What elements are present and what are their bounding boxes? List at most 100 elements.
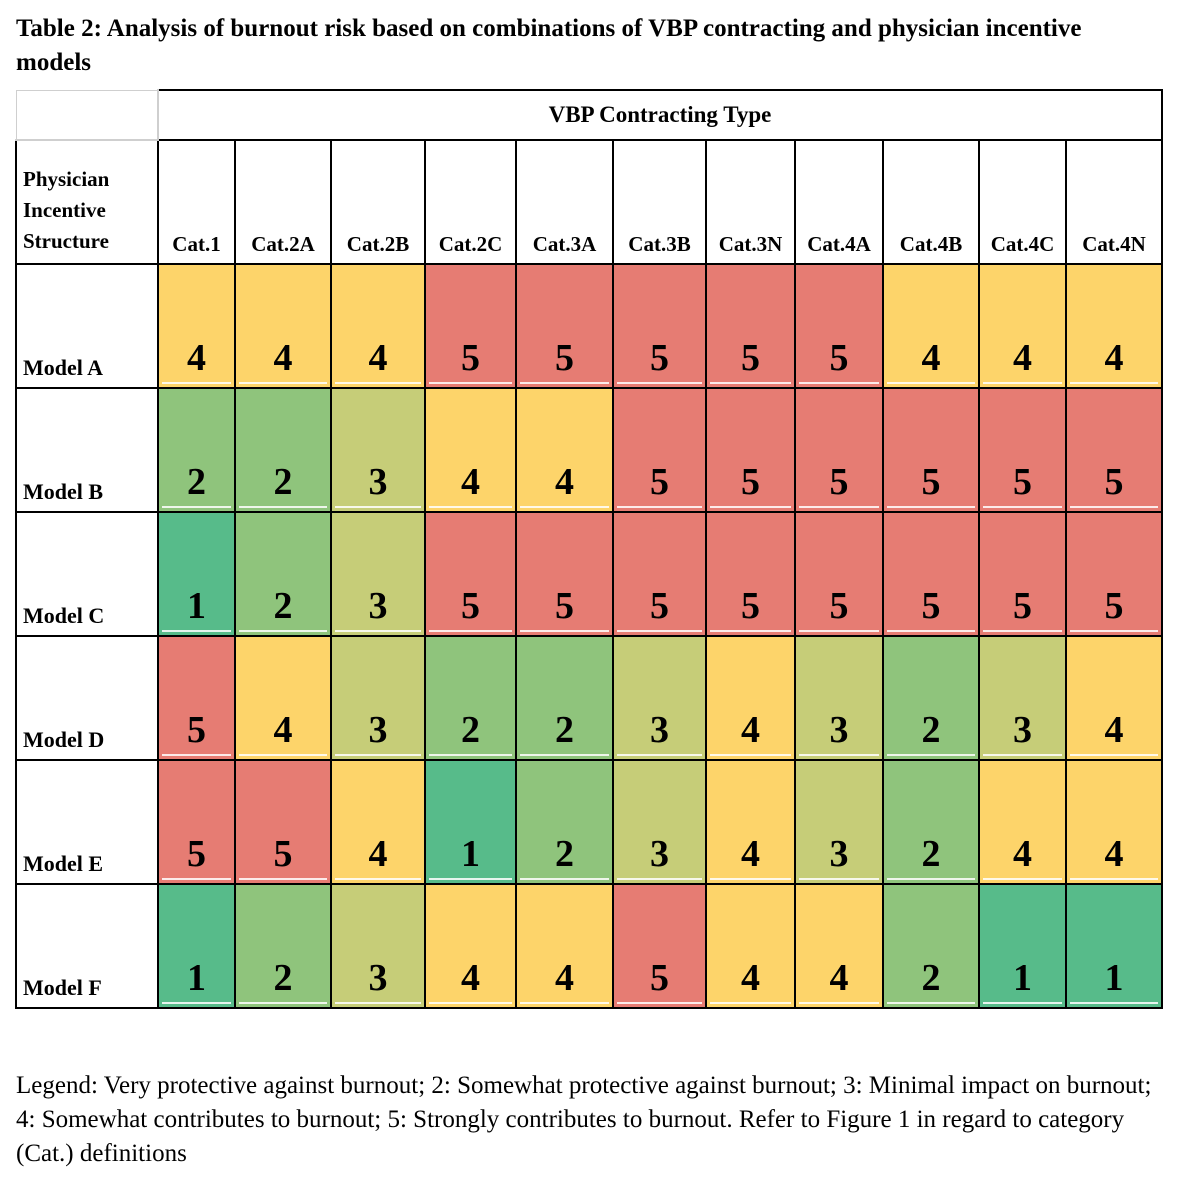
risk-score-value: 5 — [461, 337, 480, 379]
risk-score-value: 5 — [741, 461, 760, 503]
column-header: Cat.1 — [157, 139, 236, 265]
risk-score-cell: 5 — [612, 511, 707, 637]
risk-score-value: 3 — [368, 585, 388, 627]
column-header: Cat.4C — [978, 139, 1067, 265]
cell-underline — [983, 506, 1062, 508]
risk-score-cell: 4 — [157, 263, 236, 389]
cell-underline — [429, 754, 512, 756]
risk-score-value: 5 — [921, 585, 941, 627]
table-row: Model B 2 2 3 4 4 5 5 5 5 5 5 — [15, 387, 1163, 513]
risk-score-value: 5 — [555, 337, 574, 379]
risk-score-cell: 4 — [705, 759, 796, 885]
risk-score-cell: 4 — [882, 263, 980, 389]
cell-underline — [983, 630, 1062, 632]
cell-underline — [429, 506, 512, 508]
risk-score-value: 4 — [273, 709, 293, 751]
column-header-row: Physician Incentive Structure Cat.1 Cat.2… — [15, 139, 1163, 265]
risk-score-cell: 1 — [978, 883, 1067, 1009]
cell-underline — [1070, 1002, 1158, 1004]
cell-underline — [162, 630, 231, 632]
risk-score-cell: 4 — [1065, 635, 1163, 761]
risk-score-value: 4 — [555, 957, 574, 999]
cell-underline — [887, 754, 975, 756]
risk-score-value: 4 — [741, 957, 760, 999]
risk-score-value: 2 — [921, 833, 941, 875]
risk-score-value: 3 — [650, 709, 669, 751]
risk-score-cell: 2 — [882, 883, 980, 1009]
risk-score-value: 3 — [368, 709, 388, 751]
cell-underline — [799, 630, 879, 632]
cell-underline — [335, 630, 421, 632]
cell-underline — [335, 382, 421, 384]
risk-score-cell: 4 — [424, 387, 517, 513]
risk-score-value: 5 — [921, 461, 941, 503]
risk-score-cell: 5 — [978, 387, 1067, 513]
risk-score-value: 4 — [1013, 337, 1032, 379]
cell-underline — [239, 754, 327, 756]
cell-underline — [520, 878, 609, 880]
risk-score-value: 4 — [741, 709, 760, 751]
risk-score-cell: 4 — [705, 883, 796, 1009]
row-label: Model D — [15, 635, 159, 761]
risk-score-value: 4 — [187, 337, 206, 379]
table-row: Model A 4 4 4 5 5 5 5 5 4 4 4 — [15, 263, 1163, 389]
table-row: Model C 1 2 3 5 5 5 5 5 5 5 5 — [15, 511, 1163, 637]
column-header: Cat.3A — [515, 139, 614, 265]
risk-score-cell: 4 — [234, 263, 332, 389]
cell-underline — [983, 878, 1062, 880]
risk-score-value: 3 — [829, 833, 849, 875]
risk-score-value: 4 — [829, 957, 849, 999]
cell-underline — [1070, 630, 1158, 632]
cell-underline — [799, 754, 879, 756]
cell-underline — [162, 382, 231, 384]
risk-score-value: 5 — [650, 337, 669, 379]
risk-score-cell: 2 — [882, 635, 980, 761]
risk-score-value: 5 — [650, 585, 669, 627]
cell-underline — [520, 1002, 609, 1004]
cell-underline — [887, 382, 975, 384]
cell-underline — [239, 630, 327, 632]
risk-score-cell: 5 — [794, 387, 884, 513]
cell-underline — [335, 878, 421, 880]
group-header-row: VBP Contracting Type — [15, 89, 1163, 141]
risk-score-value: 5 — [741, 337, 760, 379]
risk-score-cell: 5 — [515, 263, 614, 389]
risk-score-cell: 5 — [234, 759, 332, 885]
cell-underline — [887, 1002, 975, 1004]
risk-score-cell: 3 — [612, 759, 707, 885]
cell-underline — [887, 630, 975, 632]
risk-score-value: 2 — [273, 957, 293, 999]
cell-underline — [239, 878, 327, 880]
risk-score-cell: 5 — [705, 387, 796, 513]
cell-underline — [1070, 754, 1158, 756]
risk-score-value: 5 — [650, 461, 669, 503]
risk-score-cell: 4 — [978, 263, 1067, 389]
risk-score-value: 5 — [1104, 461, 1124, 503]
cell-underline — [520, 754, 609, 756]
risk-score-value: 2 — [555, 833, 574, 875]
cell-underline — [617, 382, 702, 384]
risk-score-cell: 3 — [612, 635, 707, 761]
cell-underline — [799, 878, 879, 880]
cell-underline — [520, 382, 609, 384]
cell-underline — [617, 1002, 702, 1004]
row-label: Model E — [15, 759, 159, 885]
cell-underline — [239, 1002, 327, 1004]
cell-underline — [239, 506, 327, 508]
cell-underline — [617, 630, 702, 632]
risk-score-cell: 4 — [515, 883, 614, 1009]
risk-score-cell: 1 — [157, 883, 236, 1009]
cell-underline — [617, 754, 702, 756]
risk-score-cell: 2 — [234, 883, 332, 1009]
risk-score-cell: 5 — [424, 263, 517, 389]
risk-score-cell: 4 — [424, 883, 517, 1009]
risk-score-cell: 5 — [794, 511, 884, 637]
cell-underline — [887, 506, 975, 508]
risk-score-value: 5 — [650, 957, 669, 999]
risk-score-cell: 5 — [978, 511, 1067, 637]
risk-score-cell: 4 — [330, 263, 426, 389]
risk-score-value: 2 — [273, 461, 293, 503]
risk-score-value: 4 — [368, 833, 388, 875]
risk-score-value: 1 — [187, 585, 206, 627]
risk-score-value: 5 — [1104, 585, 1124, 627]
